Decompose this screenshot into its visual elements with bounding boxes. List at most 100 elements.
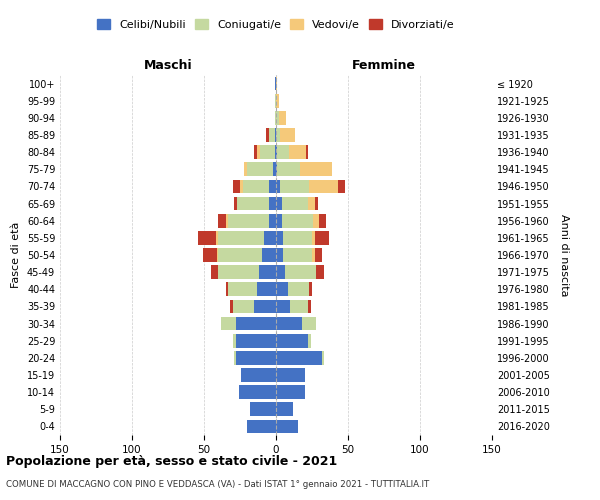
Bar — [276, 351, 322, 364]
Bar — [218, 248, 262, 262]
Bar — [198, 231, 215, 244]
Bar — [276, 266, 284, 279]
Bar — [259, 266, 276, 279]
Bar — [236, 351, 276, 364]
Bar — [309, 180, 338, 194]
Bar — [217, 248, 218, 262]
Bar — [260, 146, 275, 159]
Bar — [233, 300, 254, 314]
Bar — [276, 94, 279, 108]
Bar — [279, 111, 286, 124]
Bar — [276, 402, 293, 416]
Bar — [282, 196, 308, 210]
Bar — [276, 420, 298, 434]
Bar — [309, 282, 312, 296]
Bar — [280, 180, 309, 194]
Bar — [338, 180, 345, 194]
Bar — [282, 214, 313, 228]
Bar — [276, 146, 277, 159]
Bar — [287, 282, 309, 296]
Bar — [276, 128, 280, 142]
Bar — [312, 248, 315, 262]
Bar — [276, 334, 308, 347]
Bar — [262, 248, 276, 262]
Bar — [283, 231, 312, 244]
Bar — [308, 334, 311, 347]
Bar — [233, 180, 240, 194]
Bar — [265, 231, 276, 244]
Bar — [226, 214, 229, 228]
Bar — [276, 231, 283, 244]
Bar — [250, 402, 276, 416]
Bar — [280, 128, 295, 142]
Bar — [257, 282, 276, 296]
Bar — [234, 196, 237, 210]
Text: Maschi: Maschi — [143, 58, 193, 71]
Bar — [269, 180, 276, 194]
Bar — [239, 386, 276, 399]
Bar — [308, 196, 315, 210]
Bar — [257, 146, 260, 159]
Bar — [275, 94, 276, 108]
Y-axis label: Fasce di età: Fasce di età — [11, 222, 21, 288]
Bar — [203, 248, 217, 262]
Bar — [215, 231, 218, 244]
Bar — [241, 368, 276, 382]
Bar — [226, 282, 229, 296]
Text: Femmine: Femmine — [352, 58, 416, 71]
Bar — [233, 334, 236, 347]
Text: Popolazione per età, sesso e stato civile - 2021: Popolazione per età, sesso e stato civil… — [6, 455, 337, 468]
Bar — [308, 300, 311, 314]
Bar — [290, 300, 308, 314]
Bar — [275, 76, 276, 90]
Bar — [254, 146, 257, 159]
Bar — [276, 180, 280, 194]
Bar — [276, 76, 277, 90]
Text: COMUNE DI MACCAGNO CON PINO E VEDDASCA (VA) - Dati ISTAT 1° gennaio 2021 - TUTTI: COMUNE DI MACCAGNO CON PINO E VEDDASCA (… — [6, 480, 429, 489]
Bar — [237, 196, 269, 210]
Bar — [276, 316, 302, 330]
Bar — [316, 266, 323, 279]
Bar — [313, 214, 319, 228]
Bar — [276, 214, 282, 228]
Bar — [315, 248, 322, 262]
Bar — [276, 196, 282, 210]
Bar — [277, 162, 301, 176]
Bar — [218, 266, 259, 279]
Bar — [221, 316, 236, 330]
Legend: Celibi/Nubili, Coniugati/e, Vedovi/e, Divorziati/e: Celibi/Nubili, Coniugati/e, Vedovi/e, Di… — [94, 16, 458, 33]
Bar — [276, 111, 279, 124]
Bar — [266, 128, 269, 142]
Bar — [247, 162, 273, 176]
Bar — [273, 162, 276, 176]
Bar — [315, 231, 329, 244]
Bar — [229, 282, 257, 296]
Bar — [247, 420, 276, 434]
Y-axis label: Anni di nascita: Anni di nascita — [559, 214, 569, 296]
Bar — [276, 386, 305, 399]
Bar — [269, 196, 276, 210]
Bar — [276, 248, 283, 262]
Bar — [269, 128, 275, 142]
Bar — [236, 334, 276, 347]
Bar — [306, 146, 308, 159]
Bar — [276, 368, 305, 382]
Bar — [277, 146, 289, 159]
Bar — [319, 214, 326, 228]
Bar — [240, 180, 243, 194]
Bar — [269, 214, 276, 228]
Bar — [276, 282, 287, 296]
Bar — [276, 300, 290, 314]
Bar — [236, 316, 276, 330]
Bar — [218, 231, 265, 244]
Bar — [275, 128, 276, 142]
Bar — [283, 248, 312, 262]
Bar — [234, 351, 236, 364]
Bar — [315, 196, 318, 210]
Bar — [289, 146, 306, 159]
Bar — [244, 162, 247, 176]
Bar — [301, 162, 332, 176]
Bar — [229, 214, 269, 228]
Bar — [218, 214, 226, 228]
Bar — [275, 146, 276, 159]
